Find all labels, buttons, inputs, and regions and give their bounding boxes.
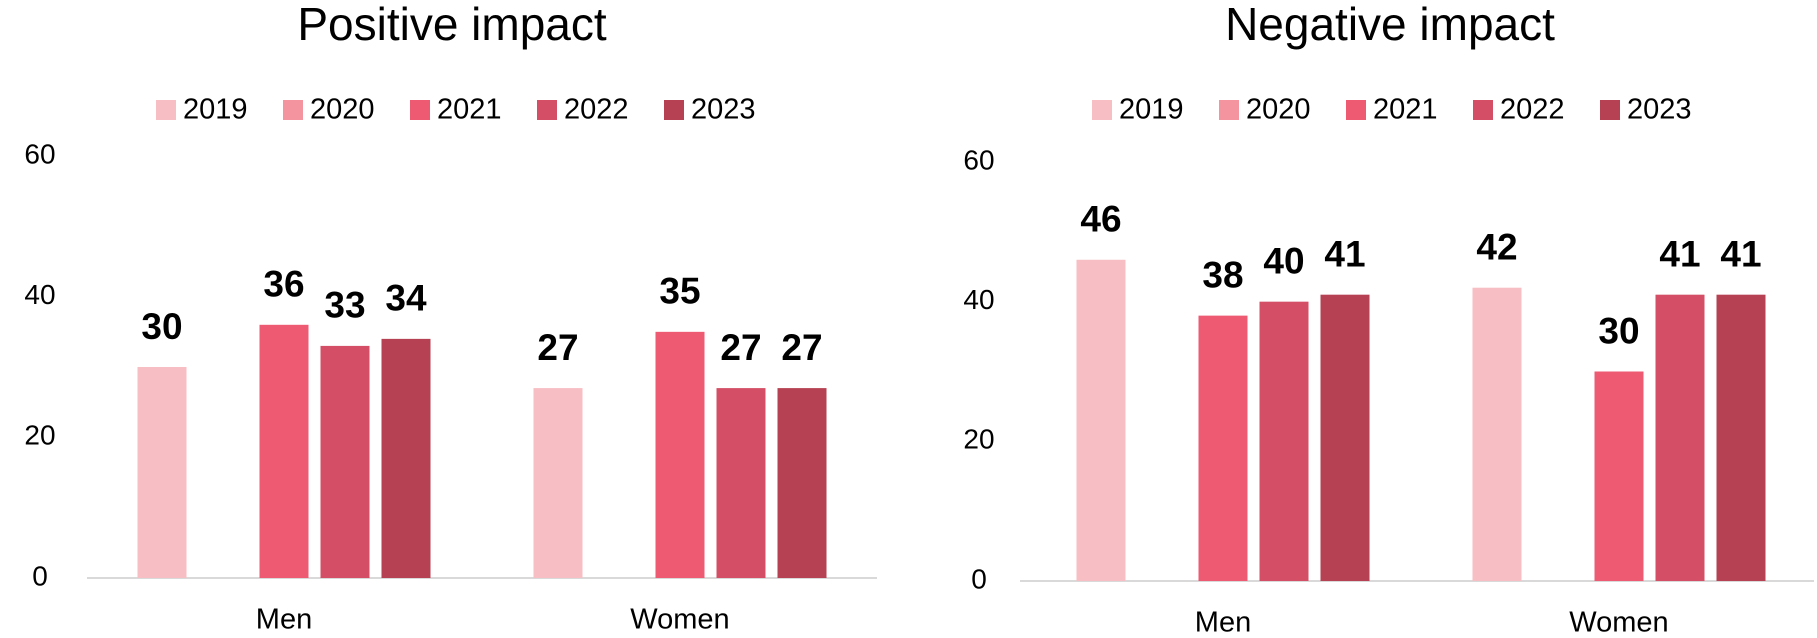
chart-title: Positive impact [297,0,607,50]
legend-swatch [664,100,684,120]
y-tick-label: 20 [963,424,994,455]
data-label: 30 [1598,310,1639,351]
legend-label: 2021 [1373,94,1438,126]
x-tick-label: Men [256,604,312,636]
y-tick-label: 0 [32,560,48,591]
x-tick-label: Men [1195,607,1251,638]
data-label: 35 [659,271,700,312]
data-label: 27 [720,327,761,368]
y-tick-label: 60 [963,144,994,175]
bar [1320,294,1370,581]
legend-swatch [1092,100,1112,120]
bar [533,388,583,578]
bar [716,388,766,578]
bar [1716,294,1766,581]
data-label: 41 [1324,233,1365,274]
legend-swatch [537,100,557,120]
data-label: 42 [1476,226,1517,267]
bar [1076,259,1126,581]
legend-swatch [283,100,303,120]
y-tick-label: 40 [24,279,55,310]
legend-swatch [410,100,430,120]
bar [1198,315,1248,581]
data-label: 34 [385,278,427,319]
x-tick-label: Women [630,604,729,636]
legend-swatch [1219,100,1239,120]
bar [777,388,827,578]
data-label: 27 [537,327,578,368]
y-tick-label: 40 [963,284,994,315]
legend-label: 2022 [564,94,629,126]
data-label: 46 [1080,199,1121,240]
y-tick-label: 60 [24,138,55,169]
data-label: 30 [141,306,182,347]
bar [1655,294,1705,581]
legend-label: 2022 [1500,94,1565,126]
data-label: 33 [324,285,365,326]
legend-swatch [156,100,176,120]
y-tick-label: 0 [971,563,987,594]
y-tick-label: 20 [24,420,55,451]
data-label: 38 [1202,254,1243,295]
bar [381,338,431,578]
data-label: 40 [1263,240,1304,281]
x-tick-label: Women [1569,607,1668,638]
legend-label: 2023 [691,94,756,126]
legend-label: 2020 [310,94,375,126]
legend-swatch [1473,100,1493,120]
legend-label: 2021 [437,94,502,126]
legend-label: 2019 [1119,94,1184,126]
legend-label: 2019 [183,94,248,126]
data-label: 36 [263,264,304,305]
chart-title: Negative impact [1225,0,1555,50]
bar [320,345,370,578]
legend-swatch [1600,100,1620,120]
legend-swatch [1346,100,1366,120]
legend-label: 2023 [1627,94,1692,126]
bar [137,367,187,578]
bar [259,324,309,578]
data-label: 41 [1659,233,1700,274]
bar [1259,301,1309,581]
legend-label: 2020 [1246,94,1311,126]
bar [1594,371,1644,581]
data-label: 41 [1720,233,1761,274]
bar [1472,287,1522,581]
bar [655,331,705,578]
data-label: 27 [781,327,822,368]
